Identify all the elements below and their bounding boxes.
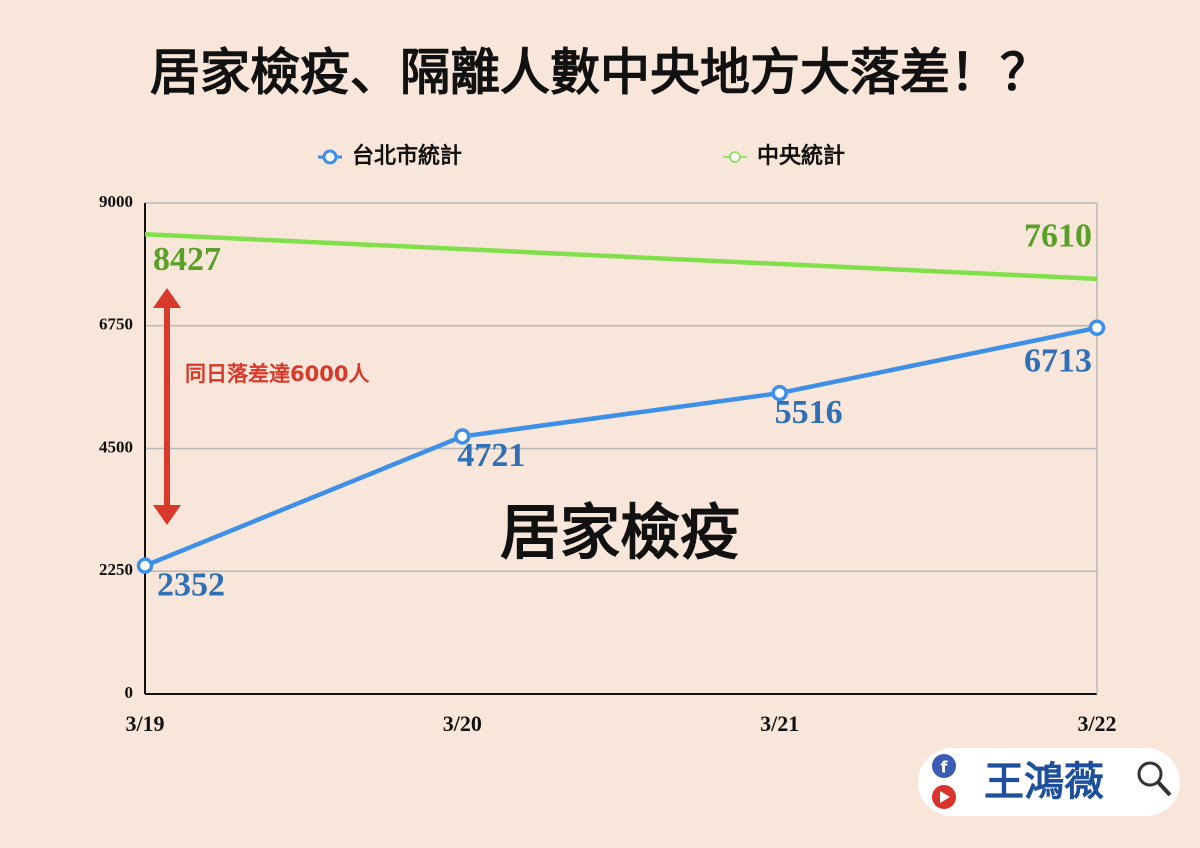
data-label: 6713	[1024, 343, 1092, 380]
legend-label: 中央統計	[757, 143, 845, 169]
logo-text: 王鴻薇	[984, 759, 1104, 805]
gap-arrow-head	[153, 505, 181, 525]
x-tick-label: 3/19	[125, 711, 164, 736]
y-tick-label: 2250	[99, 560, 133, 579]
data-label: 8427	[153, 241, 221, 278]
point	[136, 557, 154, 574]
x-tick-label: 3/20	[443, 711, 482, 736]
series-line	[144, 232, 1098, 282]
series-line	[144, 325, 1098, 568]
logo-badge	[918, 748, 1180, 816]
facebook-icon	[932, 754, 956, 778]
x-tick-label: 3/22	[1077, 711, 1116, 736]
y-tick-label: 4500	[99, 437, 133, 456]
y-tick-label: 9000	[99, 192, 133, 211]
point	[454, 428, 471, 445]
legend-marker	[729, 151, 741, 163]
legend-label: 台北市統計	[352, 143, 462, 169]
point	[1088, 319, 1106, 337]
point	[771, 384, 788, 402]
search-handle	[1156, 780, 1172, 797]
gap-arrow-head	[153, 288, 181, 308]
data-label: 5516	[775, 394, 843, 431]
gap-annotation: 同日落差達6000人	[185, 362, 369, 386]
data-label: 7610	[1024, 218, 1092, 255]
x-tick-label: 3/21	[760, 711, 799, 736]
y-tick-label: 0	[125, 683, 134, 702]
logo: f 王鴻薇	[918, 748, 1180, 816]
youtube-glyph	[940, 791, 950, 803]
search-icon	[1137, 761, 1163, 787]
data-label: 2352	[157, 566, 225, 603]
y-tick-label: 6750	[99, 315, 133, 334]
legend-marker	[322, 149, 338, 165]
chart-annotation: 居家檢疫	[500, 499, 740, 569]
data-label: 4721	[457, 437, 525, 474]
facebook-glyph: f	[941, 758, 949, 777]
chart-title: 居家檢疫、隔離人數中央地方大落差！？	[150, 44, 1050, 102]
